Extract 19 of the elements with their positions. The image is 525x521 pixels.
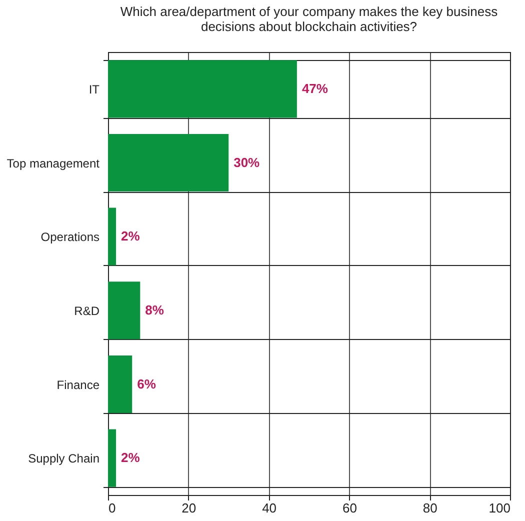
data-label: 2% bbox=[121, 450, 140, 466]
data-label: 2% bbox=[121, 228, 140, 244]
data-label: 47% bbox=[302, 80, 328, 96]
y-tick-label: Operations bbox=[40, 230, 100, 244]
y-tick-label: Supply Chain bbox=[28, 452, 100, 466]
x-tick-label: 40 bbox=[262, 500, 277, 516]
y-tick-label: Top management bbox=[6, 156, 100, 170]
y-tick-label: R&D bbox=[74, 304, 100, 318]
x-tick-label: 0 bbox=[108, 500, 116, 516]
x-tick-label: 60 bbox=[342, 500, 357, 516]
x-tick-label: 20 bbox=[182, 500, 196, 516]
x-tick-label: 100 bbox=[488, 500, 510, 516]
data-label: 6% bbox=[137, 376, 156, 392]
y-tick-label: Finance bbox=[56, 378, 100, 392]
chart-title: Which area/department of your company makes the key business decisions about blockchain activities? bbox=[120, 4, 498, 34]
data-label: 8% bbox=[145, 302, 164, 318]
x-tick-label: 80 bbox=[422, 500, 438, 516]
y-tick-label: IT bbox=[88, 82, 100, 96]
data-label: 30% bbox=[234, 154, 260, 170]
